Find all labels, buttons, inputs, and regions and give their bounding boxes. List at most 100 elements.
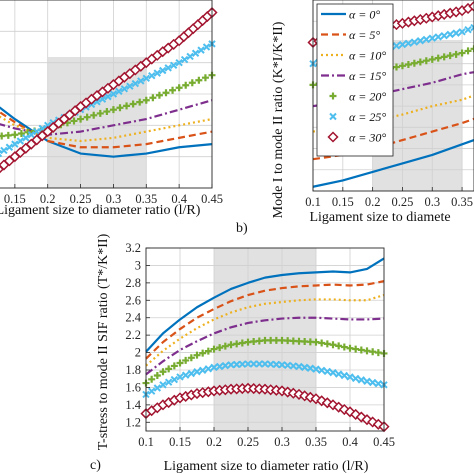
series-10deg [0,115,213,143]
data-point [312,365,320,373]
data-point [123,102,131,110]
data-point [428,55,436,63]
data-point [289,362,298,370]
series-0deg [0,106,213,158]
legend-entry-10: α = 10° [321,49,386,63]
series-15deg [0,99,213,136]
data-point [147,387,156,395]
data-point [5,143,14,151]
series-30deg [140,382,390,433]
data-point [126,82,134,90]
data-point [170,375,179,384]
data-point [340,343,348,351]
data-point [422,35,431,44]
data-point [244,360,252,368]
data-point [210,363,218,372]
data-point [159,381,167,389]
data-point [0,146,8,155]
series-line [145,257,385,353]
x-tick-label: 0.2 [40,192,56,206]
data-point [440,31,448,40]
data-point [142,74,150,83]
legend-box [316,3,394,157]
data-point [204,347,212,355]
data-point [104,92,112,101]
data-point [153,69,161,77]
data-point [17,129,25,137]
data-point [221,342,229,350]
data-point [374,379,383,388]
data-point [131,79,140,88]
legend-swatch [329,112,337,121]
series-line [0,99,213,136]
data-point [344,406,356,418]
data-point [191,49,200,57]
data-point [255,360,264,368]
data-point [367,416,379,428]
data-point [434,54,442,62]
data-point [0,132,6,140]
x-tick-label: 0.3 [274,435,290,449]
legend-label: α = 5° [349,28,380,42]
data-point [410,59,418,67]
data-point [148,72,156,80]
y-tick-label: 1.6 [125,380,141,394]
data-point [188,79,196,87]
data-point [398,40,407,49]
data-point [136,98,144,106]
series-line [0,115,213,143]
x-tick-label: 0.3 [424,195,440,209]
data-point [335,342,343,350]
panel-b-label: b) [236,221,248,236]
data-point [357,376,366,384]
data-point [221,361,230,370]
data-point [148,375,156,383]
series-5deg [0,110,213,149]
series-25deg [142,360,388,399]
legend-label: α = 25° [349,110,386,124]
legend-entry-0: α = 0° [321,8,380,22]
x-tick-label: 0.1 [305,195,321,209]
data-point [416,58,424,66]
data-point [187,354,195,362]
legend-label: α = 10° [349,49,386,63]
x-tick-label: 0.45 [373,435,395,449]
data-point [176,373,184,381]
series-line [145,294,385,367]
series-30deg [0,6,218,174]
data-point [0,149,3,158]
x-tick-label: 0.1 [138,435,154,449]
data-point [159,66,167,75]
panel-a-xlabel: Ligament size to diameter ratio (l/R) [0,203,201,218]
series-5deg [312,117,474,161]
x-tick-label: 0.15 [332,195,354,209]
data-point [164,64,172,72]
data-point [422,57,430,65]
data-point [329,341,337,349]
y-tick-label: 2 [135,346,141,360]
x-tick-label: 0.2 [206,435,222,449]
series-line [312,139,474,188]
data-point [181,371,190,379]
data-point [155,91,163,99]
data-point [176,359,184,367]
data-point [11,140,19,148]
y-tick-label: 3.2 [125,241,141,255]
axes-frame [145,247,385,432]
y-tick-label: 2.2 [125,328,141,342]
x-tick-label: 0.25 [237,435,259,449]
data-point [197,46,205,54]
data-point [129,100,137,108]
data-point [300,363,309,372]
x-tick-label: 0.35 [305,435,327,449]
series-line [145,316,385,376]
data-point [340,371,349,380]
x-tick-label: 0.4 [342,435,358,449]
data-point [170,362,178,370]
data-point [210,345,218,353]
y-tick-label: 2.4 [125,311,141,325]
y-tick-label: 2.8 [125,276,141,290]
data-point [169,61,178,69]
series-0deg [145,257,385,353]
